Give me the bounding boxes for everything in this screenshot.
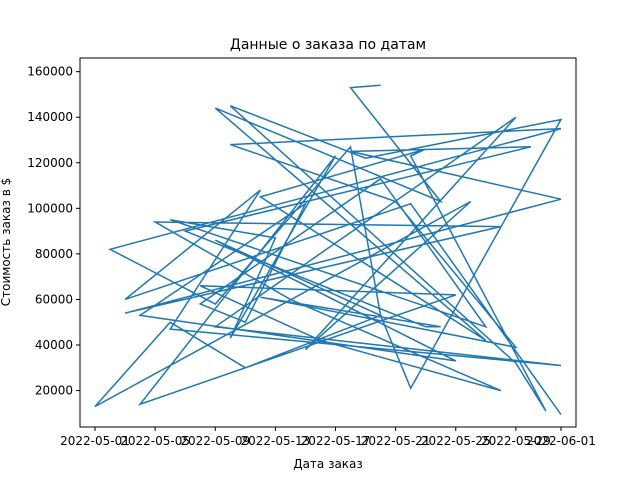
x-tick-label: 2022-05-01 bbox=[60, 434, 130, 448]
y-tick-label: 20000 bbox=[35, 384, 73, 398]
x-tick-label: 2022-05-21 bbox=[361, 434, 431, 448]
plot-frame bbox=[79, 57, 577, 428]
chart-title: Данные о заказа по датам bbox=[230, 37, 426, 53]
x-tick-label: 2022-05-09 bbox=[180, 434, 250, 448]
y-tick-label: 100000 bbox=[27, 201, 73, 215]
series-line bbox=[94, 84, 563, 415]
x-axis-label: Дата заказ bbox=[293, 457, 363, 471]
y-tick-label: 120000 bbox=[27, 156, 73, 170]
y-axis-label: Стоимость заказ в $ bbox=[0, 178, 13, 306]
x-tick-label: 2022-05-17 bbox=[301, 434, 371, 448]
x-tick-label: 2022-05-29 bbox=[481, 434, 551, 448]
y-tick-label: 140000 bbox=[27, 110, 73, 124]
y-tick-label: 80000 bbox=[35, 247, 73, 261]
y-tick-label: 40000 bbox=[35, 338, 73, 352]
y-axis: 20000 40000 60000 80000 100000 120000 140000 16… bbox=[27, 65, 80, 398]
x-tick-label: 2022-05-13 bbox=[241, 434, 311, 448]
y-tick-label: 160000 bbox=[27, 65, 73, 79]
x-tick-label: 2022-05-05 bbox=[120, 434, 190, 448]
x-axis: 2022-05-012022-05-052022-05-092022-05-13… bbox=[60, 427, 596, 448]
x-tick-label: 2022-06-01 bbox=[526, 434, 596, 448]
y-tick-label: 60000 bbox=[35, 292, 73, 306]
x-tick-label: 2022-05-25 bbox=[421, 434, 491, 448]
plot-area bbox=[94, 84, 563, 415]
